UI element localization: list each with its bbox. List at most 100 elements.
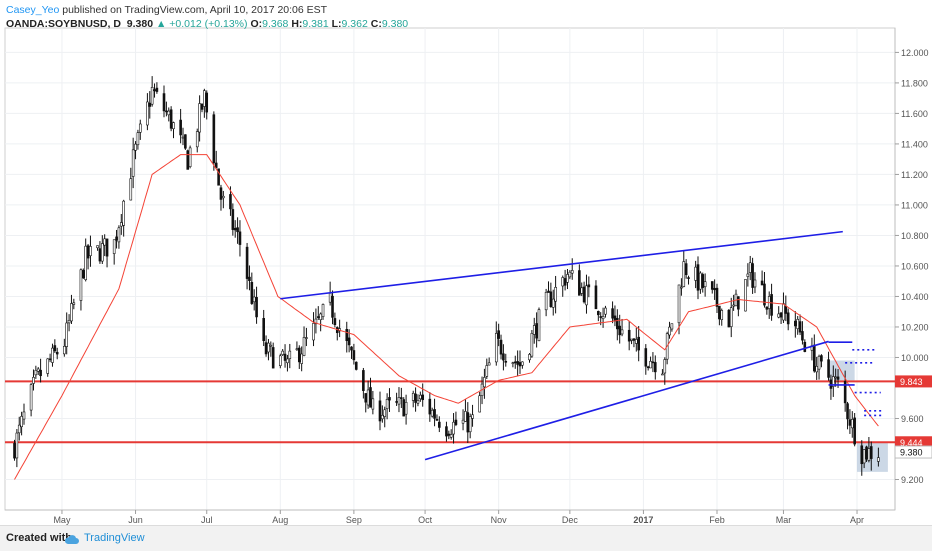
candle-body: [219, 187, 223, 200]
candle-body: [397, 397, 401, 405]
change-value: +0.012 (+0.13%): [169, 18, 248, 30]
candle-body: [165, 110, 168, 113]
price-tick-label: 11.000: [901, 200, 928, 210]
candle-body: [850, 419, 854, 429]
candle-body: [82, 270, 85, 279]
candle-body: [454, 419, 458, 425]
candle-body: [205, 92, 209, 113]
candle-body: [801, 331, 804, 341]
candle-body: [53, 345, 57, 352]
candle-body: [200, 103, 204, 110]
candle-body: [651, 361, 655, 364]
candle-body: [765, 306, 769, 310]
candle-body: [518, 362, 522, 367]
close-label: C:: [370, 18, 382, 30]
candle-body: [580, 287, 584, 294]
candle-body: [862, 449, 866, 464]
candle-body: [269, 344, 273, 347]
candle-body: [222, 195, 225, 199]
time-tick-label: Nov: [491, 515, 508, 525]
candle-body: [212, 114, 216, 164]
candle-body: [561, 277, 565, 287]
candle-body: [345, 328, 349, 342]
candle-body: [618, 325, 621, 336]
time-tick-label: Jul: [201, 515, 213, 525]
price-tick-label: 10.000: [901, 353, 929, 363]
candle-body: [528, 354, 531, 361]
symbol-label[interactable]: OANDA:SOYBNUSD, D: [6, 18, 121, 30]
candle-body: [416, 400, 420, 404]
author-link[interactable]: Casey_Yeo: [6, 4, 60, 16]
candle-body: [347, 337, 351, 346]
candle-body: [616, 317, 619, 330]
footer-bar: Created with TradingView: [0, 525, 932, 551]
candle-body: [146, 101, 149, 126]
candle-body: [815, 366, 818, 373]
candle-body: [696, 264, 700, 291]
close-value: 9.380: [381, 18, 409, 30]
candle-body: [172, 122, 175, 130]
candle-body: [803, 341, 807, 352]
candle-body: [701, 274, 705, 288]
candle-body: [680, 286, 683, 289]
candle-body: [381, 415, 384, 420]
candle-body: [663, 359, 667, 374]
open-label: O:: [250, 18, 263, 30]
candle-body: [777, 313, 781, 318]
candle-body: [264, 342, 268, 355]
candle-body: [262, 318, 265, 342]
candle-body: [637, 336, 640, 351]
candle-body: [286, 358, 289, 364]
candle-body: [682, 261, 686, 287]
publish-info: published on TradingView.com, April 10, …: [62, 4, 328, 16]
candle-body: [461, 419, 465, 424]
candle-body: [549, 291, 553, 308]
candle-body: [321, 304, 325, 317]
candle-body: [677, 284, 681, 324]
candle-body: [271, 347, 275, 369]
candle-body: [419, 394, 422, 400]
candle-body: [521, 361, 524, 366]
candle-body: [748, 262, 752, 273]
candle-body: [22, 411, 26, 420]
candle-body: [848, 419, 852, 426]
candle-body: [17, 424, 21, 434]
candle-body: [302, 337, 306, 356]
candle-body: [13, 443, 16, 459]
candle-body: [820, 355, 823, 362]
candle-body: [186, 150, 190, 170]
candle-body: [162, 93, 166, 112]
candle-body: [105, 238, 109, 257]
time-tick-label: Apr: [850, 515, 864, 525]
price-tick-label: 11.800: [901, 78, 928, 88]
candle-body: [354, 361, 358, 370]
plot-area: [4, 27, 896, 511]
candle-body: [233, 227, 237, 231]
candle-body: [798, 321, 802, 333]
candle-body: [366, 389, 370, 406]
candle-body: [231, 209, 235, 230]
candle-body: [402, 399, 406, 417]
tradingview-brand-link[interactable]: TradingView: [84, 532, 145, 544]
candle-body: [20, 416, 23, 428]
candle-body: [846, 403, 849, 420]
candle-body: [112, 239, 116, 254]
candle-body: [316, 316, 320, 318]
candle-body: [181, 136, 185, 139]
open-value: 9.368: [262, 18, 289, 30]
candle-body: [435, 419, 439, 421]
candle-body: [763, 283, 766, 306]
candle-body: [79, 269, 83, 301]
candle-body: [421, 394, 425, 401]
candle-body: [843, 381, 847, 404]
candle-body: [516, 361, 519, 365]
candle-body: [136, 132, 140, 146]
candle-body: [653, 362, 657, 373]
candle-body: [411, 392, 415, 401]
candle-body: [167, 110, 171, 116]
candle-body: [15, 432, 19, 459]
candle-body: [578, 270, 581, 296]
price-tick-label: 10.600: [901, 261, 929, 271]
